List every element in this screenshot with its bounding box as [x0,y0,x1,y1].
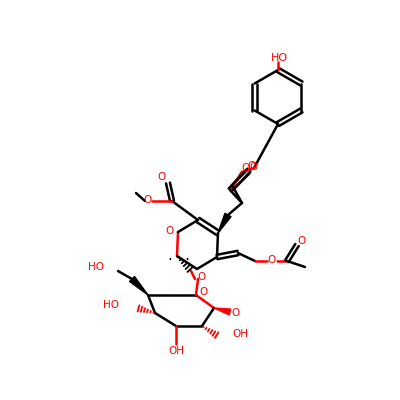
Text: O: O [144,195,152,205]
Text: HO: HO [103,300,119,310]
Text: O: O [242,163,250,173]
Text: O: O [165,226,173,236]
Polygon shape [218,213,231,233]
Polygon shape [130,276,148,295]
Text: OH: OH [232,329,248,339]
Text: O: O [298,236,306,246]
Text: HO: HO [88,262,104,272]
Text: O: O [249,162,257,172]
Text: O: O [267,255,275,265]
Text: O: O [197,272,205,282]
Text: O: O [199,287,207,297]
Text: OH: OH [168,346,184,356]
Text: ·: · [184,254,190,268]
Text: O: O [158,172,166,182]
Text: ·: · [168,252,172,268]
Text: HO: HO [270,53,288,63]
Text: O: O [248,161,256,171]
Text: O: O [232,308,240,318]
Polygon shape [214,308,231,315]
